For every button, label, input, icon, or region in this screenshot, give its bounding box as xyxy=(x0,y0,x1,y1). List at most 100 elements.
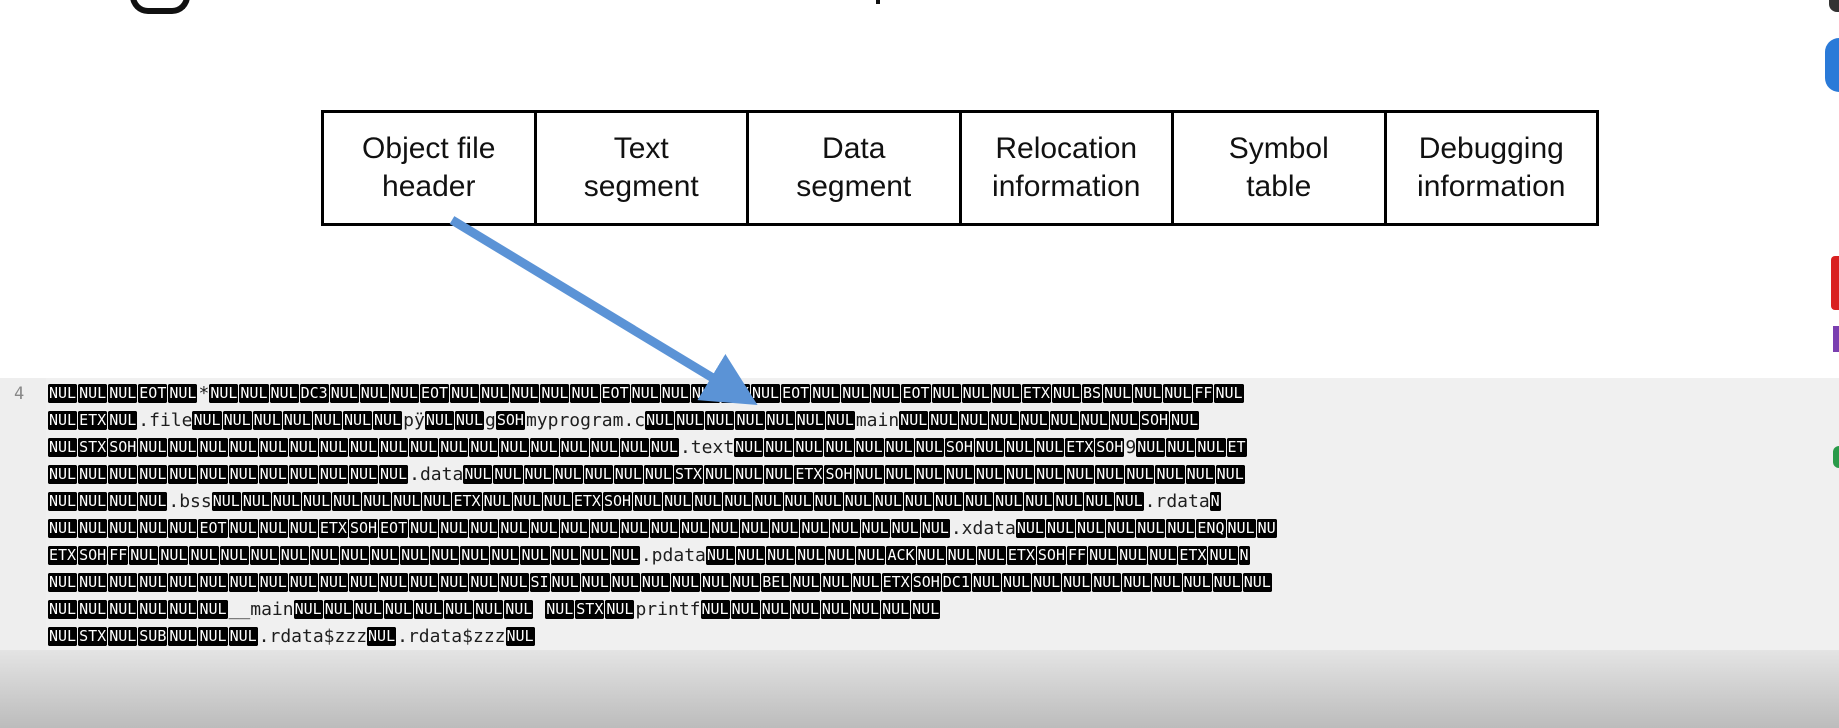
control-char: NUL xyxy=(854,438,884,457)
control-char: NUL xyxy=(1005,438,1035,457)
control-char: NUL xyxy=(640,573,670,592)
text-token: .rdata$zzz xyxy=(258,626,368,647)
control-char: NUL xyxy=(964,492,994,511)
control-char: NUL xyxy=(198,438,228,457)
control-char: NUL xyxy=(198,465,228,484)
control-char: NUL xyxy=(1062,573,1092,592)
control-char: NUL xyxy=(1001,573,1032,592)
control-char: ETX xyxy=(881,573,911,592)
control-char: NUL xyxy=(1035,465,1065,484)
control-char: SUB xyxy=(138,627,168,646)
control-char: EOT xyxy=(379,519,409,538)
control-char: NUL xyxy=(914,438,944,457)
line-number: 4 xyxy=(14,384,25,404)
control-char: NUL xyxy=(409,573,439,592)
control-char: NUL xyxy=(559,519,589,538)
text-token: .bss xyxy=(168,491,212,512)
control-char: NUL xyxy=(794,438,824,457)
control-char: NUL xyxy=(48,492,78,511)
control-char: NUL xyxy=(735,546,766,565)
control-char: NUL xyxy=(168,600,198,619)
control-char: NUL xyxy=(510,384,540,403)
edge-blue-button[interactable] xyxy=(1825,38,1839,92)
control-char: NUL xyxy=(168,384,198,403)
code-line: NUL NUL NUL NUL NUL NUL NUL NUL NUL NUL NUL NUL NUL N… xyxy=(48,569,1839,596)
hex-text-editor[interactable]: 4 NUL NUL NUL EOT NUL *NUL NUL NUL DC3 NUL NUL NUL E… xyxy=(0,378,1839,650)
control-char: NUL xyxy=(258,465,288,484)
control-char: NUL xyxy=(630,384,660,403)
control-char: NUL xyxy=(318,465,348,484)
control-char: NUL xyxy=(339,546,369,565)
control-char: NUL xyxy=(933,492,964,511)
control-char: NUL xyxy=(730,600,760,619)
control-char: NUL xyxy=(1122,573,1152,592)
control-char: NUL xyxy=(705,546,735,565)
control-char: NUL xyxy=(520,546,550,565)
edge-ui-fragment xyxy=(1829,0,1839,12)
control-char: NUL xyxy=(770,519,800,538)
control-char: NUL xyxy=(288,519,318,538)
control-char: NUL xyxy=(589,438,619,457)
diagram-cell-debugging-information: Debugging information xyxy=(1417,132,1566,203)
control-char: STX xyxy=(575,600,605,619)
control-char: EOT xyxy=(198,519,228,538)
control-char: NUL xyxy=(723,492,753,511)
control-char: NUL xyxy=(1005,465,1035,484)
control-char: NUL xyxy=(367,627,397,646)
code-line: NUL NUL NUL NUL NUL EOT NUL NUL NUL ETX SOH EOT NUL N… xyxy=(48,515,1839,542)
control-char: NUL xyxy=(469,573,499,592)
control-char: NUL xyxy=(813,492,843,511)
control-char: NUL xyxy=(916,546,946,565)
control-char: BS xyxy=(1082,384,1103,403)
control-char: NUL xyxy=(439,438,469,457)
text-token: printf xyxy=(635,599,701,620)
control-char: NUL xyxy=(1215,465,1245,484)
control-char: NUL xyxy=(258,573,288,592)
control-char: NUL xyxy=(701,573,731,592)
control-char: NUL xyxy=(198,600,228,619)
control-char: NUL xyxy=(228,573,258,592)
control-char: NU xyxy=(1256,519,1277,538)
control-char: N xyxy=(1209,492,1221,511)
control-char: NUL xyxy=(764,465,794,484)
control-char: NUL xyxy=(192,411,222,430)
object-file-diagram: Object file header Text segment Data seg… xyxy=(321,110,1599,226)
control-char: NUL xyxy=(1133,384,1163,403)
control-char: NUL xyxy=(523,465,553,484)
control-char: NUL xyxy=(540,384,570,403)
control-char: ETX xyxy=(1021,384,1051,403)
control-char: NUL xyxy=(545,600,575,619)
control-char: NUL xyxy=(258,438,288,457)
text-token: 9 xyxy=(1125,437,1137,458)
control-char: NUL xyxy=(610,546,640,565)
control-char: NUL xyxy=(318,573,348,592)
control-char: STX xyxy=(673,465,704,484)
control-char: ACK xyxy=(886,546,916,565)
control-char: NUL xyxy=(383,600,413,619)
control-char: NUL xyxy=(409,519,439,538)
control-char: NUL xyxy=(1024,492,1054,511)
control-char: NUL xyxy=(48,411,78,430)
control-char: NUL xyxy=(168,573,198,592)
control-char: NUL xyxy=(649,519,679,538)
control-char: NUL xyxy=(1136,438,1166,457)
control-char: NUL xyxy=(873,492,903,511)
control-char: NUL xyxy=(309,546,339,565)
control-char: NUL xyxy=(1092,573,1122,592)
control-char: NUL xyxy=(1148,546,1178,565)
control-char: NUL xyxy=(766,546,796,565)
control-char: NUL xyxy=(734,465,764,484)
control-char: NUL xyxy=(108,573,138,592)
control-char: NUL xyxy=(843,492,873,511)
text-token: .rdata$zzz xyxy=(397,626,506,647)
control-char: NUL xyxy=(1185,465,1215,484)
edge-red-button[interactable] xyxy=(1831,256,1839,310)
binary-content[interactable]: NUL NUL NUL EOT NUL *NUL NUL NUL DC3 NUL NUL NUL EOT… xyxy=(48,380,1839,650)
control-char: NUL xyxy=(454,411,484,430)
control-char: NUL xyxy=(129,546,159,565)
control-char: NUL xyxy=(821,573,851,592)
control-char: NUL xyxy=(288,438,318,457)
control-char: NUL xyxy=(1054,492,1084,511)
control-char: NUL xyxy=(1106,519,1136,538)
control-char: NUL xyxy=(1065,465,1095,484)
